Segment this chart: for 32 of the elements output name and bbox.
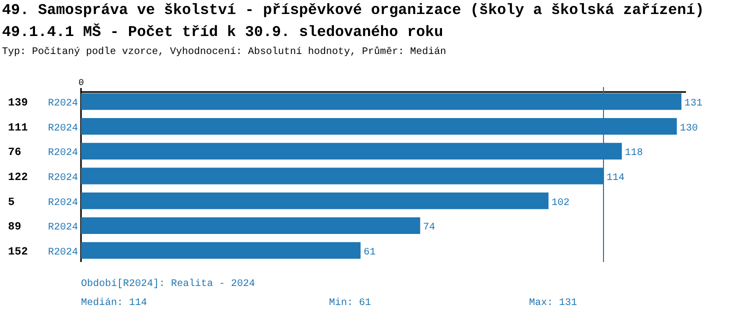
data-label: 74 — [423, 222, 436, 234]
text: R2024 — [48, 198, 78, 209]
text: R2024 — [48, 222, 78, 234]
text: R2024 — [48, 123, 78, 134]
data-label: 114 — [606, 173, 625, 184]
text: Období[R2024]: Realita - 2024 — [81, 278, 256, 290]
annotation: 0 — [78, 78, 84, 88]
y-tick-label: 139 — [8, 98, 28, 110]
data-label: 118 — [624, 148, 643, 160]
y-tick-label: 5 — [8, 196, 15, 209]
chart-subtitle: 49.1.4.1 MŠ - Počet tříd k 30.9. sledovaného roku — [2, 23, 444, 41]
y-tick-label: 122 — [8, 172, 28, 184]
series-label: R2024 — [48, 98, 78, 110]
y-tick-label: 89 — [8, 222, 22, 234]
text: R2024 — [48, 247, 78, 258]
bar — [81, 242, 361, 259]
data-label: 131 — [684, 98, 702, 110]
data-label: 130 — [680, 123, 698, 134]
data-label: 61 — [364, 247, 376, 258]
chart-title: 49. Samospráva ve školství - příspěvkové organizace (školy a školská zařízení) — [2, 2, 704, 19]
text: Medián: 114 — [81, 297, 148, 309]
text: R2024 — [48, 148, 78, 160]
text: Typ: Počítaný podle vzorce, Vyhodnocení: Absolutní hodnoty, Průměr: Medián — [2, 46, 446, 58]
bar — [81, 217, 420, 234]
data-label: 102 — [552, 198, 570, 209]
bar — [81, 192, 548, 210]
y-tick-label: 76 — [8, 147, 22, 160]
text: Max: 131 — [529, 298, 578, 309]
text: Min: 61 — [329, 297, 372, 309]
y-tick-label: 111 — [8, 122, 28, 134]
y-tick-label: 152 — [8, 246, 28, 258]
text: R2024 — [48, 173, 78, 184]
